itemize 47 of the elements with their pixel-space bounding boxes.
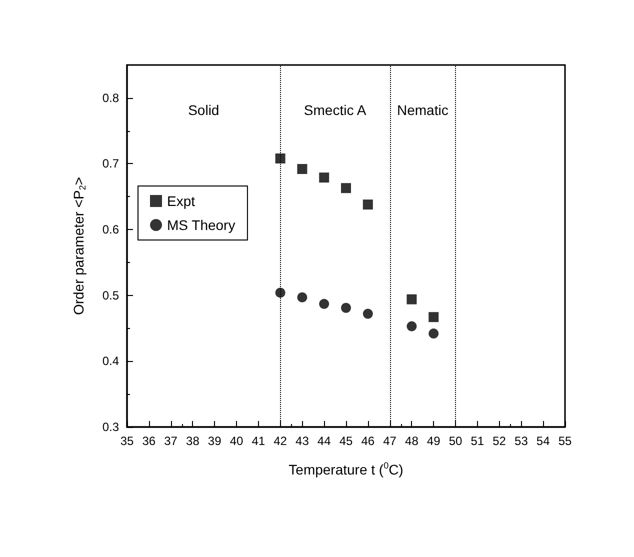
x-tick-label: 36 — [142, 434, 156, 448]
x-tick-label: 46 — [361, 434, 375, 448]
x-tick-label: 39 — [208, 434, 222, 448]
point — [362, 200, 373, 210]
point — [275, 153, 286, 164]
x-tick-label: 54 — [536, 434, 550, 448]
x-tick-label: 49 — [426, 434, 441, 448]
y-tick-label: 0.6 — [102, 222, 120, 237]
point — [428, 312, 439, 322]
x-tick-label: 53 — [514, 434, 528, 448]
point — [341, 183, 351, 194]
x-tick-label: 42 — [274, 434, 288, 448]
x-tick-label: 52 — [492, 434, 506, 448]
legend-label: Expt — [167, 193, 196, 209]
x-tick-label: 45 — [339, 434, 353, 448]
point — [319, 172, 330, 183]
x-tick-label: 44 — [317, 434, 332, 448]
x-tick-label: 47 — [383, 434, 397, 448]
annotation: Nematic — [396, 102, 448, 118]
x-tick-label: 37 — [164, 434, 178, 448]
x-tick-label: 41 — [252, 434, 266, 448]
point — [319, 298, 330, 309]
annotation: Solid — [188, 102, 220, 118]
x-tick-label: 55 — [558, 434, 572, 448]
y-tick-label: 0.8 — [102, 90, 120, 105]
y-tick-label: 0.3 — [102, 420, 120, 434]
x-tick-label: 43 — [296, 434, 310, 448]
point — [362, 308, 373, 319]
annotation: Smectic A — [304, 102, 367, 118]
point — [275, 288, 286, 298]
x-tick-label: 48 — [405, 434, 419, 448]
x-tick-label: 38 — [186, 434, 200, 448]
point — [297, 164, 308, 174]
x-tick-label: 51 — [470, 434, 484, 448]
x-tick-label: 50 — [448, 434, 462, 448]
y-tick-label: 0.4 — [102, 354, 120, 368]
point — [428, 328, 439, 339]
x-tick-label: 40 — [230, 434, 244, 448]
x-tick-label: 35 — [120, 434, 134, 448]
y-axis-title: Order parameter <P2> — [70, 176, 88, 316]
legend-label: MS Theory — [167, 217, 236, 233]
y-tick-label: 0.5 — [102, 288, 120, 302]
point — [297, 292, 308, 302]
point — [406, 321, 417, 332]
y-tick-label: 0.7 — [102, 156, 120, 171]
point — [406, 294, 417, 304]
point — [341, 302, 351, 313]
